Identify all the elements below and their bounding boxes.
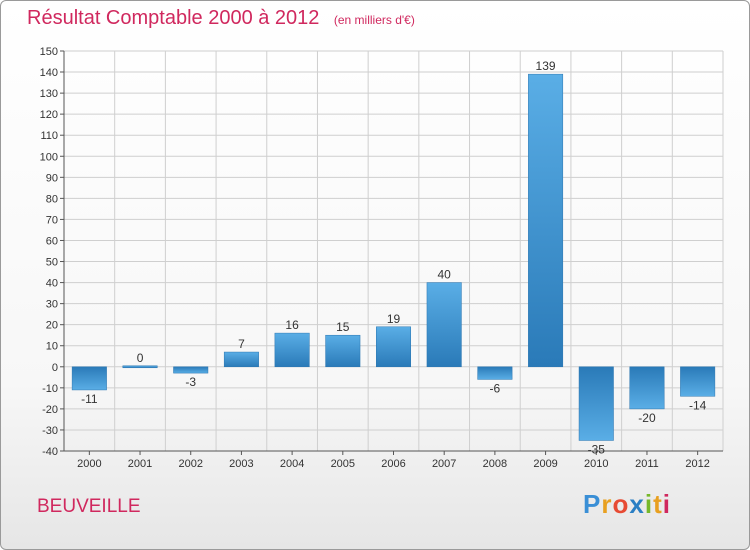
logo-letter: x [629, 489, 645, 519]
x-tick-label: 2005 [331, 458, 355, 470]
y-tick-label: 100 [40, 151, 58, 163]
bar [629, 366, 665, 410]
data-labels: -11 0 -3 7 16 15 19 40 -6 139 -35 -20 -14 [81, 59, 707, 456]
logo-letter: i [662, 489, 671, 519]
data-label: 40 [438, 268, 452, 282]
x-tick-label: 2010 [584, 458, 608, 470]
data-label: 0 [137, 351, 144, 365]
logo-letter: P [583, 489, 602, 519]
y-tick-label: 70 [46, 214, 58, 226]
y-tick-label: -20 [42, 404, 58, 416]
x-tick-label: 2002 [178, 458, 202, 470]
y-tick-label: 50 [46, 257, 58, 269]
commune-name: BEUVEILLE [37, 496, 141, 517]
bar [71, 366, 107, 391]
y-tick-label: 0 [52, 362, 58, 374]
logo-letter: t [653, 489, 663, 519]
data-label: -6 [490, 381, 501, 395]
y-tick-label: 30 [46, 299, 58, 311]
axes: -40-30-20-100102030405060708090100110120… [40, 46, 723, 470]
y-tick-label: 40 [46, 278, 58, 290]
data-label: 15 [336, 320, 350, 334]
bar [325, 334, 361, 368]
data-label: 16 [285, 318, 299, 332]
x-tick-label: 2008 [483, 458, 507, 470]
bar [578, 366, 614, 441]
x-tick-label: 2009 [533, 458, 557, 470]
bar [274, 332, 310, 368]
y-tick-label: -30 [42, 425, 58, 437]
y-tick-label: 90 [46, 172, 58, 184]
y-tick-label: 60 [46, 235, 58, 247]
y-tick-label: -40 [42, 446, 58, 458]
grid-lines [63, 50, 724, 452]
y-tick-label: 110 [40, 130, 58, 142]
logo-letter: i [644, 489, 654, 519]
proxiti-logo: Proxiti [583, 489, 671, 520]
data-label: -3 [185, 375, 196, 389]
x-tick-label: 2007 [432, 458, 456, 470]
x-tick-label: 2004 [280, 458, 304, 470]
y-tick-label: 120 [40, 109, 58, 121]
bar [426, 282, 462, 368]
data-label: -20 [638, 411, 656, 425]
bar [477, 366, 513, 380]
data-label: 19 [387, 312, 401, 326]
y-tick-label: 20 [46, 320, 58, 332]
bar [680, 366, 716, 397]
bar [122, 365, 158, 369]
bar [528, 73, 564, 368]
bar [376, 326, 411, 368]
x-tick-label: 2011 [635, 458, 659, 470]
chart-title-block: Résultat Comptable 2000 à 2012 (en milli… [27, 7, 415, 30]
y-tick-label: 140 [40, 67, 58, 79]
bar [173, 366, 209, 374]
x-tick-label: 2001 [128, 458, 152, 470]
chart-subtitle: (en milliers d'€) [333, 13, 415, 27]
data-label: -11 [81, 392, 98, 406]
bar [223, 351, 259, 368]
y-tick-label: 10 [46, 341, 58, 353]
logo-letter: r [601, 489, 613, 519]
bars [71, 73, 716, 441]
x-tick-label: 2000 [77, 458, 101, 470]
data-label: -14 [689, 398, 707, 412]
data-label: -35 [588, 442, 606, 456]
y-tick-label: -10 [42, 383, 58, 395]
x-tick-label: 2003 [229, 458, 253, 470]
chart-title: Résultat Comptable 2000 à 2012 [27, 7, 320, 29]
data-label: 7 [238, 337, 245, 351]
y-tick-label: 130 [40, 88, 58, 100]
y-tick-label: 150 [40, 46, 58, 58]
x-tick-label: 2006 [381, 458, 405, 470]
y-tick-label: 80 [46, 193, 58, 205]
x-tick-label: 2012 [685, 458, 709, 470]
data-label: 139 [536, 59, 556, 73]
logo-letter: o [612, 489, 630, 519]
